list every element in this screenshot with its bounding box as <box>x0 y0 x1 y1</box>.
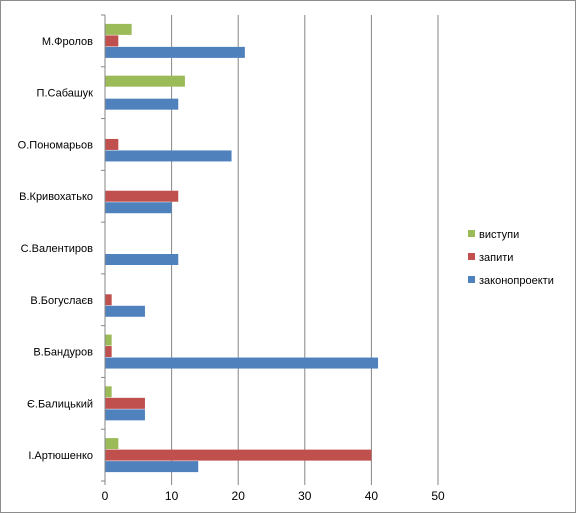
bar-запити-8 <box>105 449 372 461</box>
category-label: І.Артюшенко <box>28 450 93 462</box>
bar-законопроекти-2 <box>105 150 232 162</box>
legend-entry-1: запити <box>479 252 513 264</box>
legend-entry-2: законопроекти <box>479 275 554 287</box>
x-tick-label: 0 <box>102 489 109 503</box>
bar-законопроекти-5 <box>105 305 145 317</box>
bars <box>105 23 379 473</box>
bar-законопроекти-7 <box>105 409 145 421</box>
x-tick-label: 50 <box>431 489 445 503</box>
bar-виступи-8 <box>105 438 119 450</box>
category-label: П.Сабашук <box>37 88 94 100</box>
tick-labels: 0 10 20 30 40 50 <box>102 489 445 503</box>
category-label: Є.Балицький <box>27 398 93 410</box>
bar-запити-0 <box>105 35 119 47</box>
category-label: М.Фролов <box>42 36 93 48</box>
legend-swatch-2 <box>468 276 475 283</box>
category-label: В.Кривохатько <box>19 191 93 203</box>
bar-законопроекти-0 <box>105 46 245 58</box>
legend-entry-0: виступи <box>479 229 519 241</box>
x-tick-label: 10 <box>165 489 179 503</box>
category-labels: М.Фролов П.Сабашук О.Пономарьов В.Кривохать… <box>18 36 94 462</box>
x-tick-label: 20 <box>232 489 246 503</box>
axes <box>101 14 439 485</box>
bar-запити-7 <box>105 397 145 409</box>
bar-законопроекти-6 <box>105 357 379 369</box>
x-tick-label: 40 <box>365 489 379 503</box>
bar-запити-2 <box>105 138 119 150</box>
category-label: С.Валентиров <box>21 243 93 255</box>
x-tick-label: 30 <box>298 489 312 503</box>
legend-swatch-0 <box>468 230 475 237</box>
bar-запити-6 <box>105 346 112 358</box>
category-label: О.Пономарьов <box>18 139 93 151</box>
legend: виступи запити законопроекти <box>468 229 554 287</box>
category-label: В.Богуслаєв <box>30 295 93 307</box>
bar-законопроекти-8 <box>105 461 199 473</box>
bar-запити-5 <box>105 294 112 306</box>
bar-виступи-0 <box>105 23 132 35</box>
bar-виступи-1 <box>105 75 185 87</box>
category-label: В.Бандуров <box>33 347 93 359</box>
bar-виступи-6 <box>105 334 112 346</box>
bar-законопроекти-1 <box>105 98 179 110</box>
gridlines <box>171 15 439 481</box>
bar-запити-3 <box>105 190 179 202</box>
legend-swatch-1 <box>468 253 475 260</box>
bar-виступи-7 <box>105 386 112 398</box>
bar-законопроекти-3 <box>105 202 172 214</box>
bar-законопроекти-4 <box>105 254 179 265</box>
